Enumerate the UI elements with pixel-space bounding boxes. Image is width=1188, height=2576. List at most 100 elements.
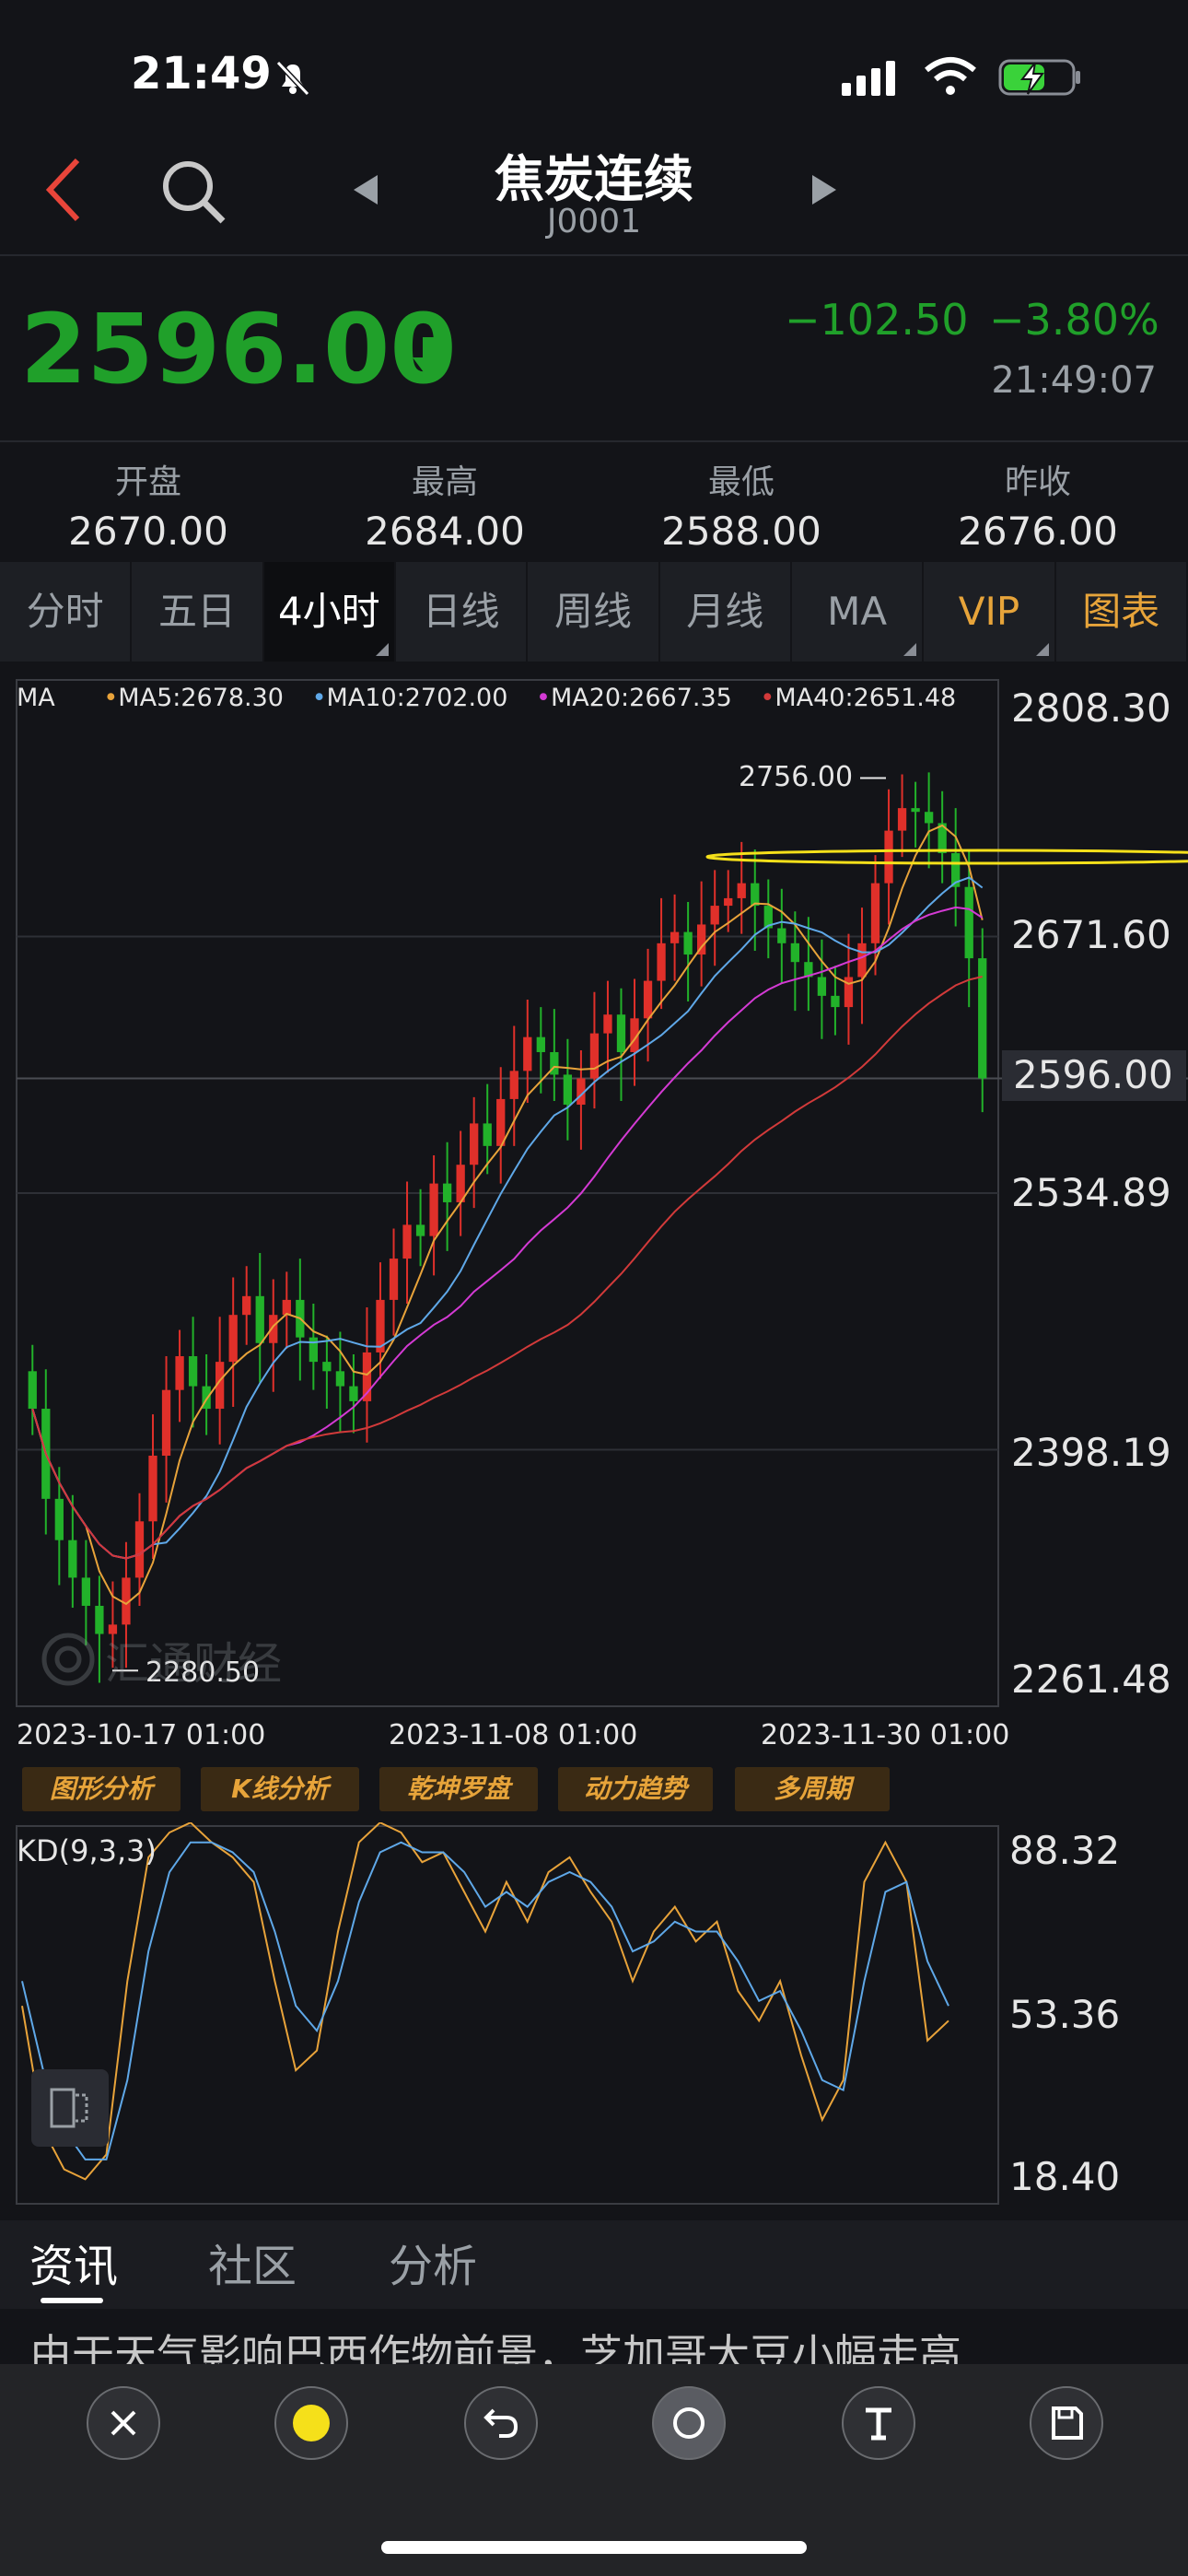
- save-icon[interactable]: [1030, 2386, 1103, 2460]
- text-icon[interactable]: [842, 2386, 915, 2460]
- price-axis-label: 2808.30: [1011, 685, 1171, 731]
- tab-intraday[interactable]: 分时: [0, 562, 133, 662]
- candle-body: [670, 931, 680, 943]
- next-contract-icon[interactable]: [809, 171, 840, 212]
- prev-contract-icon[interactable]: [350, 171, 381, 212]
- candle-body: [442, 1183, 452, 1202]
- candle-body: [870, 883, 880, 943]
- kd-indicator-chart[interactable]: [0, 1822, 1188, 2209]
- current-price-tag: 2596.00: [1002, 1050, 1186, 1101]
- ohlc-low-label: 最低: [707, 463, 775, 501]
- candle-body: [483, 1123, 492, 1146]
- news-tab-bar: [0, 2220, 1188, 2309]
- ma-legend-title: MA: [17, 684, 55, 712]
- multi-period-button[interactable]: 多周期: [735, 1767, 890, 1811]
- price-axis-label: 2261.48: [1011, 1657, 1171, 1702]
- candle-body: [255, 1295, 264, 1343]
- close-icon[interactable]: [87, 2386, 160, 2460]
- candle-body: [603, 1014, 612, 1034]
- color-dot-icon[interactable]: [274, 2386, 348, 2460]
- ma5-value: MA5:2678.30: [118, 684, 284, 712]
- tab-chart-settings[interactable]: 图表: [1056, 562, 1188, 662]
- tab-news[interactable]: 资讯: [29, 2241, 119, 2292]
- tab-five-day[interactable]: 五日: [132, 562, 264, 662]
- ohlc-low: 最低 2588.00: [593, 455, 890, 554]
- candlestick-chart[interactable]: [0, 663, 1188, 1760]
- last-price: 2596.00: [20, 293, 457, 405]
- ohlc-prevclose-value: 2676.00: [958, 509, 1118, 554]
- candle-body: [523, 1036, 532, 1071]
- candle-body: [228, 1315, 238, 1363]
- candle-body: [643, 980, 653, 1019]
- tab-vip[interactable]: VIP: [924, 562, 1056, 662]
- candle-body: [817, 977, 827, 996]
- kline-analysis-button[interactable]: K线分析: [201, 1767, 359, 1811]
- low-annotation: 2280.50: [146, 1657, 261, 1689]
- candle-body: [161, 1389, 171, 1456]
- candle-body: [309, 1337, 318, 1363]
- momentum-trend-button[interactable]: 动力趋势: [558, 1767, 713, 1811]
- candle-body: [884, 830, 893, 884]
- tab-4-hour-label: 4小时: [277, 589, 380, 634]
- candle-body: [496, 1098, 506, 1146]
- kd-label: KD(9,3,3): [17, 1833, 157, 1868]
- date-label: 2023-11-08 01:00: [389, 1719, 638, 1751]
- fullscreen-toggle-icon[interactable]: [31, 2069, 109, 2147]
- price-change-pct: −3.80%: [989, 295, 1159, 345]
- kd-axis-label: 53.36: [1009, 1992, 1121, 2037]
- candle-body: [831, 995, 840, 1008]
- wifi-icon: [923, 55, 978, 100]
- candle-body: [95, 1605, 104, 1634]
- tab-weekly[interactable]: 周线: [528, 562, 660, 662]
- circle-icon[interactable]: [652, 2386, 726, 2460]
- compass-button[interactable]: 乾坤罗盘: [379, 1767, 538, 1811]
- candle-body: [402, 1224, 412, 1259]
- candle-body: [616, 1014, 626, 1052]
- bell-muted-icon: [273, 57, 313, 101]
- signal-icon: [840, 57, 908, 101]
- undo-icon[interactable]: [464, 2386, 538, 2460]
- candle-body: [134, 1521, 145, 1578]
- ohlc-open: 开盘 2670.00: [0, 455, 297, 554]
- tab-daily[interactable]: 日线: [396, 562, 529, 662]
- date-label: 2023-10-17 01:00: [17, 1719, 266, 1751]
- candle-body: [81, 1577, 91, 1606]
- candle-body: [122, 1577, 131, 1625]
- tab-indicator-ma[interactable]: MA: [792, 562, 925, 662]
- tab-analysis[interactable]: 分析: [389, 2241, 478, 2292]
- tab-community[interactable]: 社区: [208, 2241, 297, 2292]
- quote-time: 21:49:07: [991, 359, 1157, 402]
- search-icon[interactable]: [158, 157, 228, 230]
- kd-k-line: [21, 1822, 949, 2181]
- candle-body: [724, 897, 733, 907]
- ohlc-low-value: 2588.00: [661, 509, 821, 554]
- tab-monthly[interactable]: 月线: [660, 562, 792, 662]
- shape-analysis-button[interactable]: 图形分析: [22, 1767, 181, 1811]
- candle-body: [175, 1356, 184, 1390]
- ohlc-high-value: 2684.00: [365, 509, 525, 554]
- candle-body: [148, 1455, 157, 1522]
- candle-body: [202, 1386, 211, 1410]
- ma-legend: MA •MA5:2678.30 •MA10:2702.00 •MA20:2667…: [17, 684, 957, 712]
- candle-body: [429, 1183, 438, 1236]
- back-icon[interactable]: [42, 155, 87, 228]
- candle-body: [108, 1624, 118, 1634]
- status-time: 21:49: [131, 48, 272, 100]
- ma20-value: MA20:2667.35: [550, 684, 732, 712]
- ma10-value: MA10:2702.00: [326, 684, 508, 712]
- battery-charging-icon: [998, 57, 1083, 101]
- tab-ma-label: MA: [827, 589, 888, 634]
- candle-body: [804, 962, 813, 978]
- candle-body: [54, 1498, 64, 1540]
- candle-body: [857, 943, 867, 978]
- candle-body: [509, 1071, 518, 1099]
- date-label: 2023-11-30 01:00: [761, 1719, 1010, 1751]
- tab-4-hour[interactable]: 4小时: [263, 562, 396, 662]
- candle-body: [282, 1299, 291, 1316]
- candle-body: [28, 1371, 37, 1410]
- period-tabs: 分时 五日 4小时 日线 周线 月线 MA VIP 图表: [0, 562, 1188, 662]
- ma40-value: MA40:2651.48: [775, 684, 957, 712]
- candle-body: [349, 1386, 358, 1401]
- candle-body: [710, 906, 719, 925]
- candle-body: [777, 928, 786, 943]
